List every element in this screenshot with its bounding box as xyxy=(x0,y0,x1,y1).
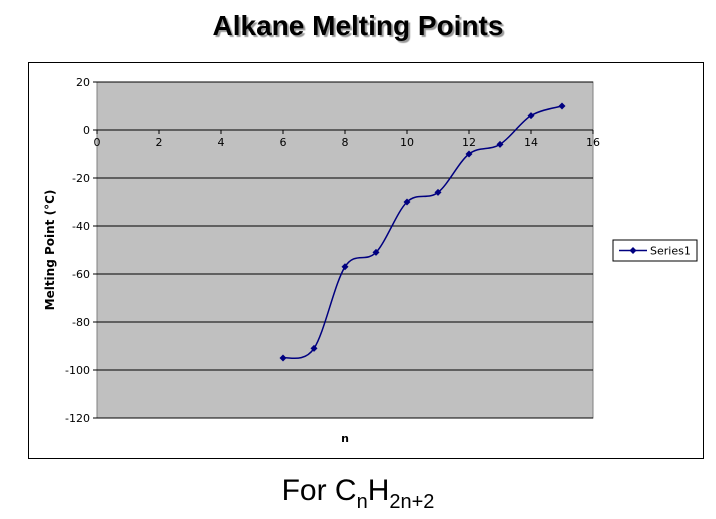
y-tick-label: 20 xyxy=(76,76,90,89)
data-point xyxy=(496,140,504,148)
y-tick-label: 0 xyxy=(83,124,90,137)
caption-prefix: For C xyxy=(281,474,357,507)
data-point xyxy=(558,102,566,110)
series-line xyxy=(282,105,563,360)
y-tick-label: -60 xyxy=(72,268,90,281)
legend[interactable]: Series1 xyxy=(612,239,698,262)
x-tick-label: 4 xyxy=(218,136,225,149)
legend-marker xyxy=(629,247,637,254)
chart-title: Alkane Melting Points xyxy=(212,10,504,41)
data-point xyxy=(372,248,380,256)
legend-box xyxy=(612,239,698,262)
data-point xyxy=(527,112,535,120)
caption: For CnH2n+2 xyxy=(0,474,716,512)
x-tick-label: 0 xyxy=(94,136,101,149)
data-point xyxy=(434,188,442,196)
x-tick-label: 14 xyxy=(524,136,538,149)
x-axis-label: n xyxy=(341,432,349,445)
data-point xyxy=(310,344,318,352)
y-tick-label: -40 xyxy=(72,220,90,233)
legend-label: Series1 xyxy=(650,245,691,258)
x-tick-label: 8 xyxy=(342,136,349,149)
caption-subscript-2n2: 2n+2 xyxy=(389,491,435,513)
x-tick-label: 12 xyxy=(462,136,476,149)
y-tick-label: -80 xyxy=(72,316,90,329)
y-tick-label: -20 xyxy=(72,172,90,185)
y-axis-label: Melting Point (°C) xyxy=(43,190,57,311)
caption-subscript-n: n xyxy=(356,491,368,513)
data-point xyxy=(465,150,473,158)
data-point xyxy=(279,354,287,362)
x-tick-label: 16 xyxy=(586,136,600,149)
x-tick-label: 10 xyxy=(400,136,414,149)
y-tick-label: -120 xyxy=(65,412,90,425)
data-point xyxy=(403,198,411,206)
series-layer xyxy=(279,102,566,362)
data-point xyxy=(341,263,349,271)
axes: 20 0 -20 -40 -60 -80 -100 -120 0 2 4 6 8 10 12 14 16 xyxy=(65,76,600,425)
caption-h: H xyxy=(367,474,390,507)
x-tick-label: 2 xyxy=(156,136,163,149)
y-tick-label: -100 xyxy=(65,364,90,377)
x-tick-label: 6 xyxy=(280,136,287,149)
